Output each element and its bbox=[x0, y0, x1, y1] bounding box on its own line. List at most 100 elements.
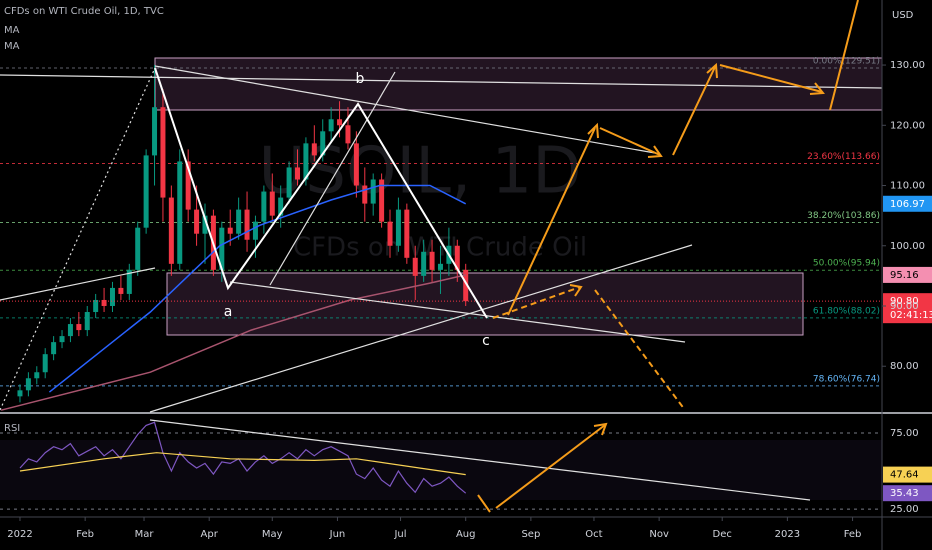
dashed-path bbox=[594, 289, 686, 411]
ma-price-label-bg bbox=[883, 195, 932, 212]
wave-label: c bbox=[482, 333, 490, 349]
y-tick-label: 90.00 bbox=[890, 301, 919, 312]
candle-body bbox=[152, 107, 158, 156]
candle-body bbox=[244, 209, 250, 240]
candle-body bbox=[93, 299, 99, 313]
x-tick-label: Sep bbox=[521, 529, 540, 540]
candle-body bbox=[345, 125, 351, 144]
arrow-head bbox=[587, 122, 599, 139]
trendlines bbox=[0, 65, 883, 501]
x-tick-label: 2022 bbox=[7, 529, 32, 540]
arrow-head bbox=[706, 62, 718, 79]
arrow bbox=[507, 127, 596, 316]
candle-body bbox=[370, 179, 376, 204]
ma-price-label: 95.16 bbox=[890, 270, 919, 281]
rsi-trendline bbox=[149, 419, 811, 501]
arrow-head bbox=[593, 422, 608, 436]
x-tick-label: Feb bbox=[76, 529, 94, 540]
arrow-head bbox=[569, 284, 583, 297]
fib-label: 38.20%(103.86) bbox=[807, 211, 880, 221]
fib-label: 50.00%(95.94) bbox=[813, 259, 880, 269]
candle-body bbox=[67, 324, 73, 337]
candle-body bbox=[362, 185, 368, 204]
chart-title: CFDs on WTI Crude Oil, 1D, TVC bbox=[4, 6, 164, 17]
candle-body bbox=[59, 336, 65, 343]
arrow bbox=[599, 127, 661, 156]
candle-body bbox=[194, 209, 200, 234]
fib-label: 0.00%(129.51) bbox=[813, 57, 880, 67]
candle-body bbox=[303, 143, 309, 180]
rsi-label-bg bbox=[883, 485, 932, 502]
candle-body bbox=[227, 227, 233, 234]
rsi-ma-label: 47.64 bbox=[890, 470, 919, 481]
y-tick-label: 100.00 bbox=[890, 241, 925, 252]
dashed-arrow bbox=[492, 286, 581, 319]
currency: USD bbox=[892, 10, 914, 21]
trendline bbox=[229, 281, 686, 343]
rsi-label: 35.43 bbox=[890, 488, 919, 499]
y-tick-label: 110.00 bbox=[890, 181, 925, 192]
candle-body bbox=[261, 191, 267, 222]
candle-body bbox=[118, 287, 124, 294]
candle-body bbox=[328, 119, 334, 132]
y-tick-label: 120.00 bbox=[890, 120, 925, 131]
candle-body bbox=[429, 251, 435, 270]
y-tick-label: 130.00 bbox=[890, 60, 925, 71]
candle-body bbox=[387, 221, 393, 246]
fib-label: 23.60%(113.66) bbox=[807, 152, 880, 162]
candle-body bbox=[219, 227, 225, 270]
candle-body bbox=[252, 221, 258, 240]
candle-body bbox=[185, 161, 191, 210]
candle-body bbox=[84, 312, 90, 331]
x-tick-label: Nov bbox=[649, 529, 669, 540]
candle-body bbox=[126, 269, 132, 294]
last-price: 90.80 bbox=[890, 296, 919, 307]
candle-body bbox=[236, 209, 242, 234]
countdown: 02:41:13 bbox=[890, 310, 932, 321]
rsi-ma bbox=[19, 452, 466, 476]
wave-label: a bbox=[224, 304, 233, 320]
rsi-label: RSI bbox=[4, 423, 20, 434]
candle-body bbox=[421, 251, 427, 276]
rsi-band bbox=[0, 440, 882, 500]
rsi-ma-label-bg bbox=[883, 466, 932, 483]
x-tick-label: Mar bbox=[135, 529, 155, 540]
rsi-tick-label: 75.00 bbox=[890, 428, 919, 439]
last-price-bg bbox=[883, 293, 932, 324]
candle-body bbox=[202, 215, 208, 234]
arrow-head bbox=[809, 82, 825, 95]
indicator-label: MA bbox=[4, 25, 20, 36]
candle-body bbox=[412, 257, 418, 276]
trendline bbox=[269, 71, 396, 286]
wave bbox=[154, 67, 488, 319]
x-tick-label: Jul bbox=[393, 529, 406, 540]
x-tick-label: May bbox=[262, 529, 283, 540]
candle-body bbox=[34, 372, 40, 379]
candle-body bbox=[463, 269, 469, 302]
candle-body bbox=[404, 209, 410, 258]
candle-body bbox=[437, 263, 443, 270]
x-tick-label: Apr bbox=[201, 529, 219, 540]
candle-body bbox=[109, 287, 115, 306]
trendline bbox=[0, 74, 883, 89]
ma-price-label: 106.97 bbox=[890, 199, 925, 210]
candle-body bbox=[160, 107, 166, 198]
candle-body bbox=[25, 378, 31, 391]
candle-body bbox=[101, 299, 107, 306]
candle-body bbox=[395, 209, 401, 246]
resistance-box bbox=[154, 57, 883, 111]
fib-label: 61.80%(88.02) bbox=[813, 306, 880, 316]
candle-body bbox=[135, 227, 141, 270]
trendline bbox=[154, 65, 656, 154]
y-tick-label: 80.00 bbox=[890, 361, 919, 372]
candle-body bbox=[337, 119, 343, 126]
projections bbox=[477, 0, 859, 513]
x-tick-label: Oct bbox=[585, 529, 602, 540]
candle-body bbox=[286, 167, 292, 198]
x-tick-label: Aug bbox=[456, 529, 476, 540]
arrow bbox=[495, 424, 606, 509]
candle-body bbox=[17, 390, 23, 397]
ma-price-label-bg bbox=[883, 266, 932, 283]
wave-label: b bbox=[356, 71, 365, 87]
